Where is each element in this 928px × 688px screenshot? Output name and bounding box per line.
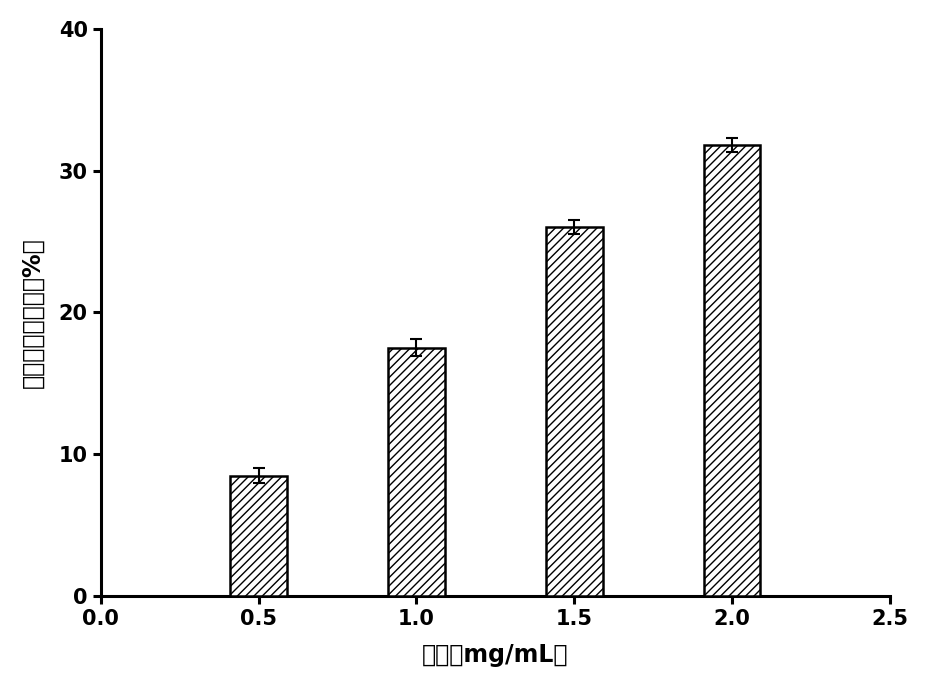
- X-axis label: 浓度（mg/mL）: 浓度（mg/mL）: [421, 643, 568, 667]
- Bar: [388, 348, 445, 596]
- Bar: [545, 227, 602, 596]
- Bar: [702, 145, 759, 596]
- Bar: [230, 475, 287, 596]
- Y-axis label: 羟自由基清除率（%）: 羟自由基清除率（%）: [20, 237, 45, 388]
